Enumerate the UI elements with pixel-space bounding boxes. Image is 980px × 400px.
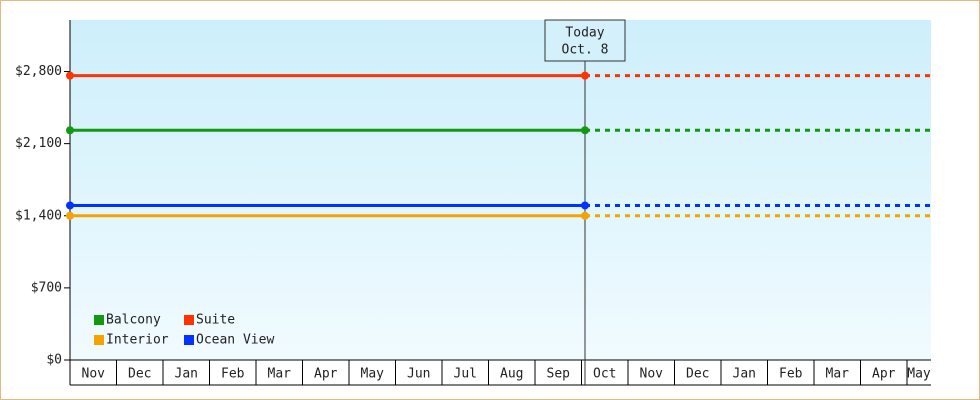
x-tick-label: Jan <box>175 367 198 382</box>
y-tick-label: $2,100 <box>15 136 62 151</box>
x-tick-label: May <box>907 367 931 382</box>
y-tick-label: $0 <box>46 353 62 368</box>
x-tick-label: Apr <box>314 367 338 382</box>
x-tick-label: Feb <box>221 367 245 382</box>
point <box>66 211 74 220</box>
point <box>581 126 589 135</box>
x-tick-label: Jun <box>407 367 430 382</box>
y-tick-label: $1,400 <box>15 208 62 223</box>
y-tick-label: $2,800 <box>15 64 62 79</box>
legend-label: Ocean View <box>196 333 274 348</box>
point <box>66 201 74 210</box>
today-label: Today <box>565 26 604 41</box>
x-tick-label: Mar <box>826 367 850 382</box>
x-tick-label: Dec <box>686 367 709 382</box>
x-tick-label: Dec <box>128 367 151 382</box>
x-tick-label: Oct <box>593 367 616 382</box>
legend-swatch <box>94 335 104 345</box>
x-tick-label: May <box>361 367 385 382</box>
legend-swatch <box>184 315 194 325</box>
x-tick-label: Nov <box>82 367 106 382</box>
point <box>581 211 589 220</box>
point <box>581 201 589 210</box>
legend-label: Balcony <box>106 313 161 328</box>
x-tick-label: Sep <box>547 367 571 382</box>
legend-label: Suite <box>196 313 235 328</box>
today-date: Oct. 8 <box>562 43 609 58</box>
x-tick-label: Nov <box>640 367 664 382</box>
point <box>66 71 74 80</box>
x-tick-label: Apr <box>872 367 896 382</box>
today-box <box>544 19 626 62</box>
point <box>581 71 589 80</box>
point <box>66 126 74 135</box>
x-tick-label: Jan <box>733 367 756 382</box>
legend-label: Interior <box>106 333 169 348</box>
x-tick-label: Mar <box>268 367 292 382</box>
y-tick-label: $700 <box>31 280 62 295</box>
plot-area <box>70 20 931 360</box>
x-tick-label: Aug <box>500 367 523 382</box>
x-tick-label: Jul <box>454 367 477 382</box>
x-tick-label: Feb <box>779 367 803 382</box>
legend-swatch <box>184 335 194 345</box>
legend-swatch <box>94 315 104 325</box>
